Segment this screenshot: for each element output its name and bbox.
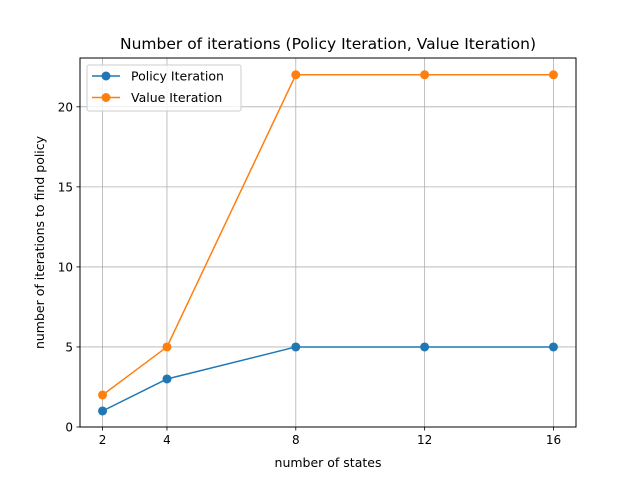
data-point-value-iteration [162, 342, 172, 352]
data-point-value-iteration [98, 390, 108, 400]
y-tick-label: 10 [58, 260, 73, 274]
y-tick-label: 15 [58, 180, 73, 194]
data-point-policy-iteration [548, 342, 558, 352]
legend-box [86, 64, 242, 112]
y-tick-label: 5 [65, 340, 73, 354]
chart-title: Number of iterations (Policy Iteration, … [120, 35, 536, 53]
legend-item-policy-iteration: Policy Iteration [92, 69, 224, 84]
x-tick-label: 12 [417, 433, 432, 447]
legend: Policy Iteration Value Iteration [86, 64, 242, 112]
series-value-iteration [98, 70, 558, 400]
data-point-policy-iteration [98, 406, 108, 416]
legend-swatch-marker [101, 71, 111, 81]
y-tick-label: 20 [58, 100, 73, 114]
legend-swatch-marker [101, 93, 111, 102]
legend-item-value-iteration: Value Iteration [92, 90, 222, 105]
x-axis: 2 4 8 12 16 [99, 427, 561, 447]
axes-frame [79, 57, 577, 428]
y-axis-label: number of iterations to find policy [32, 135, 47, 349]
x-tick-label: 2 [99, 433, 107, 447]
x-axis-label: number of states [275, 455, 382, 470]
series-policy-iteration [98, 342, 558, 416]
legend-label: Policy Iteration [131, 69, 224, 84]
data-point-value-iteration [420, 70, 430, 80]
y-axis: 0 5 10 15 20 [58, 100, 80, 435]
x-tick-label: 16 [546, 433, 561, 447]
data-point-policy-iteration [420, 342, 430, 352]
data-point-policy-iteration [162, 374, 172, 384]
data-point-policy-iteration [291, 342, 301, 352]
x-tick-label: 8 [292, 433, 300, 447]
legend-label: Value Iteration [131, 90, 222, 105]
data-point-value-iteration [548, 70, 558, 80]
data-point-value-iteration [291, 70, 301, 80]
x-tick-label: 4 [163, 433, 171, 447]
grid [80, 58, 576, 428]
series-layer [98, 70, 558, 416]
y-tick-label: 0 [65, 421, 73, 435]
